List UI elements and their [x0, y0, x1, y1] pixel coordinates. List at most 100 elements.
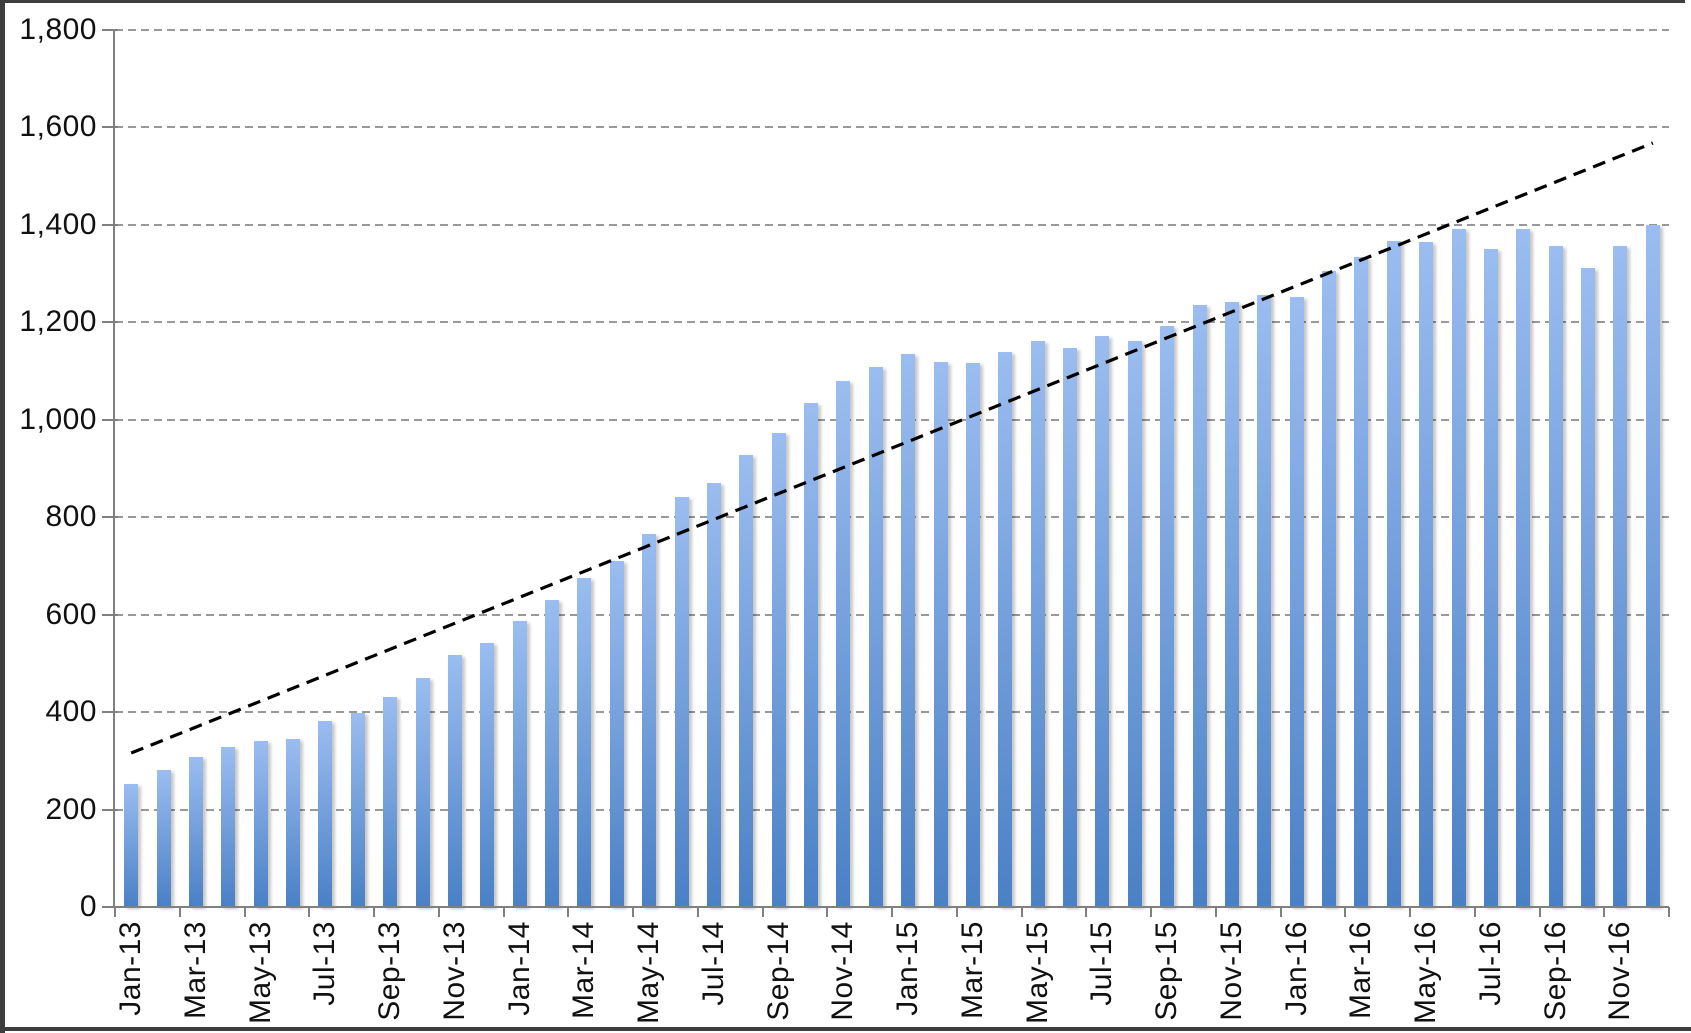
x-axis-tick-label: Jan-14 — [502, 921, 536, 1016]
x-axis-tick-label: Mar-14 — [567, 921, 601, 1020]
gridline — [115, 711, 1669, 714]
y-axis-tick — [102, 613, 118, 616]
bar — [221, 746, 236, 907]
x-axis-tick-label: Nov-14 — [826, 921, 860, 1021]
bar — [771, 433, 786, 907]
bar — [124, 783, 139, 907]
x-axis-tick-label: Sep-16 — [1538, 921, 1572, 1021]
bar — [1257, 294, 1272, 907]
bar — [1516, 228, 1531, 907]
x-axis-tick — [761, 907, 764, 917]
bar — [1322, 270, 1337, 907]
x-axis-tick-label: Nov-15 — [1214, 921, 1248, 1021]
bar — [512, 620, 527, 907]
x-axis-tick — [1150, 907, 1152, 917]
y-axis-tick — [102, 126, 118, 129]
bar — [1548, 245, 1563, 907]
x-axis-tick — [632, 907, 634, 917]
bar — [577, 577, 592, 907]
y-axis-tick-label: 1,800 — [19, 13, 97, 46]
y-axis-tick-label: 1,400 — [19, 207, 97, 241]
x-axis-tick-label: Nov-13 — [437, 921, 471, 1021]
bar — [1581, 267, 1596, 907]
gridline — [115, 418, 1669, 421]
bar — [901, 354, 916, 907]
x-axis-tick-label: Jul-14 — [696, 921, 730, 1006]
bar — [1289, 297, 1304, 907]
x-axis-tick — [696, 907, 699, 917]
frame-border-left — [0, 0, 5, 1033]
x-axis-tick-label: Jul-13 — [308, 921, 342, 1006]
bar — [1613, 245, 1628, 907]
y-axis-tick-label: 0 — [79, 890, 97, 923]
bar — [706, 482, 721, 907]
bar — [1451, 228, 1466, 907]
bar — [1419, 242, 1434, 907]
bar — [1224, 302, 1239, 907]
bar — [998, 351, 1013, 907]
bar — [1483, 249, 1498, 907]
y-axis-tick — [102, 808, 118, 811]
x-axis-tick-label: Jul-15 — [1085, 921, 1119, 1006]
bar — [188, 756, 203, 907]
gridline — [115, 29, 1669, 31]
x-axis-tick — [1603, 907, 1606, 917]
bar — [1127, 341, 1142, 907]
bar — [1386, 240, 1401, 907]
y-axis-tick — [102, 906, 118, 908]
y-axis-tick-label: 1,000 — [19, 402, 97, 436]
x-axis-tick — [114, 907, 116, 917]
x-axis-tick-label: Jul-16 — [1473, 921, 1507, 1006]
bar — [933, 361, 948, 907]
x-axis-tick-label: Jan-15 — [891, 921, 925, 1016]
bar — [836, 381, 851, 907]
y-axis-tick-label: 600 — [45, 597, 97, 631]
gridline — [115, 808, 1669, 811]
bar — [1095, 335, 1110, 907]
bar — [415, 678, 430, 907]
x-axis-tick-label: Mar-16 — [1344, 921, 1378, 1020]
x-axis-tick — [1214, 907, 1217, 917]
y-axis-tick — [102, 711, 118, 714]
bar — [739, 454, 754, 907]
y-axis-tick — [102, 321, 118, 324]
x-axis-tick-label: May-15 — [1020, 921, 1054, 1025]
frame-border-top — [0, 0, 1685, 3]
gridline — [115, 223, 1669, 226]
y-axis-tick-label: 400 — [45, 695, 97, 729]
x-axis-tick — [1538, 907, 1541, 917]
bar — [1645, 224, 1660, 907]
x-axis-tick — [1279, 907, 1282, 917]
x-axis-tick-label: Jan-16 — [1279, 921, 1313, 1016]
x-axis-tick — [567, 907, 570, 917]
bar — [642, 534, 657, 907]
gridline — [115, 321, 1669, 324]
y-axis-tick — [102, 223, 118, 226]
bar — [253, 740, 268, 907]
x-axis-tick — [1020, 907, 1023, 917]
bar — [156, 770, 171, 907]
y-axis-tick-label: 800 — [45, 500, 97, 534]
bar — [1030, 340, 1045, 907]
bar — [350, 712, 365, 907]
x-axis-tick — [243, 907, 246, 917]
y-axis-tick — [102, 29, 118, 31]
x-axis-tick — [1085, 907, 1088, 917]
bar — [318, 720, 333, 907]
x-axis-tick — [1344, 907, 1347, 917]
x-axis-tick-label: Sep-14 — [761, 921, 795, 1021]
x-axis-tick-label: Nov-16 — [1603, 921, 1637, 1021]
x-axis-tick — [502, 907, 505, 917]
bar — [447, 655, 462, 907]
x-axis-tick — [955, 907, 958, 917]
x-axis-tick-label: Mar-15 — [955, 921, 989, 1020]
x-axis-tick — [826, 907, 829, 917]
x-axis-tick-label: May-14 — [632, 921, 666, 1025]
x-axis-tick-label: Sep-13 — [373, 921, 407, 1021]
gridline — [115, 516, 1669, 519]
x-axis-tick — [373, 907, 375, 917]
bar — [286, 738, 301, 907]
bar — [804, 403, 819, 907]
bar — [1354, 257, 1369, 907]
x-axis-tick — [437, 907, 440, 917]
